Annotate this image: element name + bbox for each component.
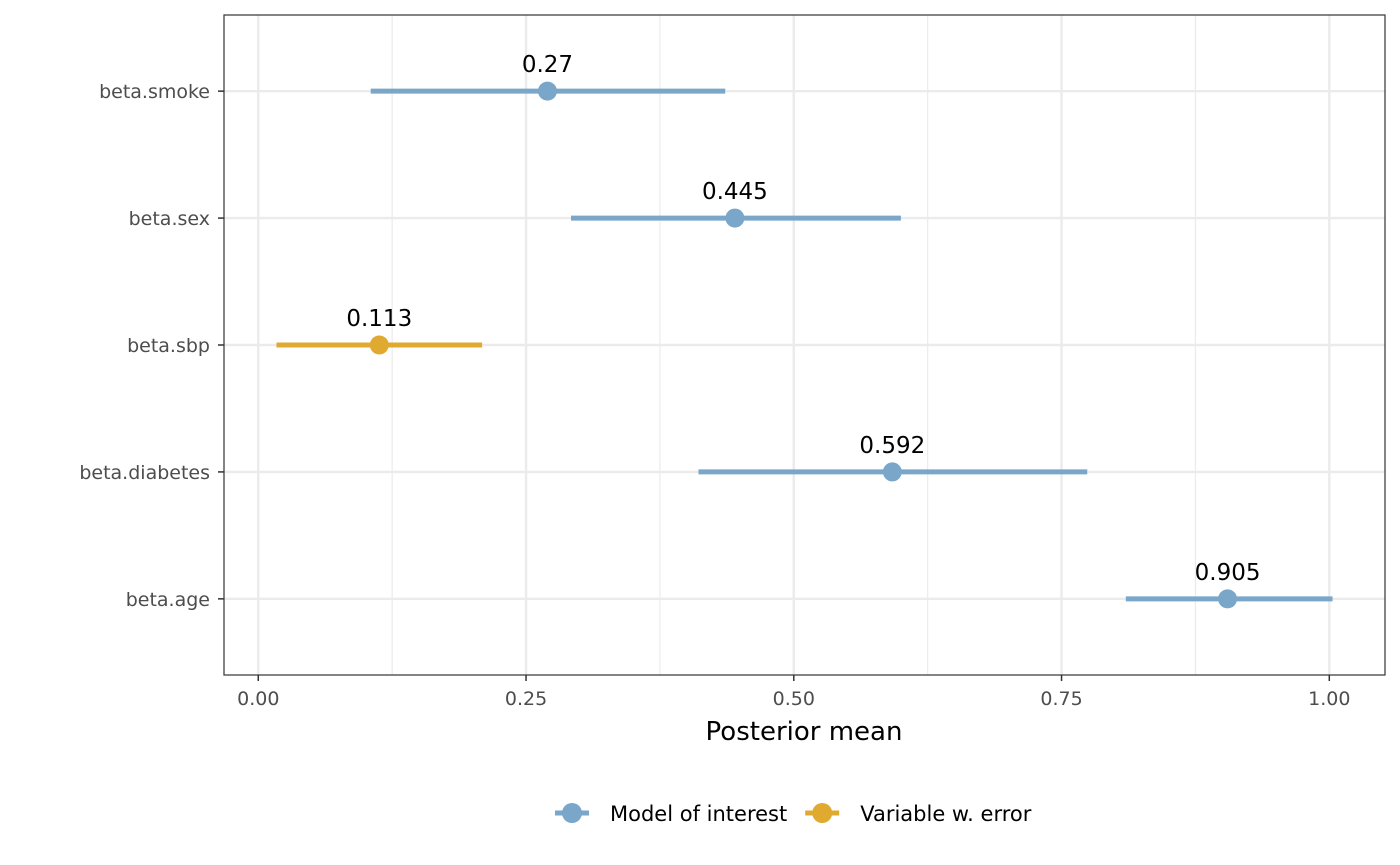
posterior-mean-point (882, 462, 902, 482)
data-label: 0.445 (702, 179, 768, 205)
y-tick-label: beta.smoke (99, 81, 210, 103)
legend-label: Variable w. error (860, 802, 1032, 826)
data-label: 0.27 (522, 52, 573, 78)
legend-key-point (812, 803, 833, 823)
legend: Model of interest Variable w. error (555, 802, 1032, 826)
posterior-mean-point (1218, 589, 1238, 609)
x-tick-label: 0.50 (773, 688, 815, 710)
legend-label: Model of interest (610, 802, 787, 826)
data-label: 0.113 (346, 306, 412, 332)
data-label: 0.592 (859, 433, 925, 459)
x-axis-title: Posterior mean (706, 717, 903, 747)
legend-key-point (562, 803, 582, 823)
y-tick-label: beta.sbp (127, 335, 210, 357)
posterior-mean-point (537, 81, 557, 101)
posterior-mean-point (369, 335, 389, 355)
x-tick-label: 0.75 (1040, 688, 1082, 710)
posterior-mean-point (725, 208, 745, 228)
x-tick-label: 0.25 (505, 688, 547, 710)
data-labels: 0.27 0.445 0.113 0.592 0.905 (346, 52, 1260, 586)
x-axis: 0.00 0.25 0.50 0.75 1.00 (237, 675, 1350, 710)
y-tick-label: beta.sex (129, 208, 210, 230)
data-label: 0.905 (1195, 560, 1261, 586)
posterior-mean-points (369, 81, 1238, 609)
x-tick-label: 1.00 (1308, 688, 1350, 710)
x-tick-label: 0.00 (237, 688, 279, 710)
y-tick-label: beta.diabetes (79, 462, 210, 484)
y-tick-label: beta.age (126, 589, 210, 611)
y-axis: beta.smoke beta.sex beta.sbp beta.diabetes b… (79, 81, 224, 611)
